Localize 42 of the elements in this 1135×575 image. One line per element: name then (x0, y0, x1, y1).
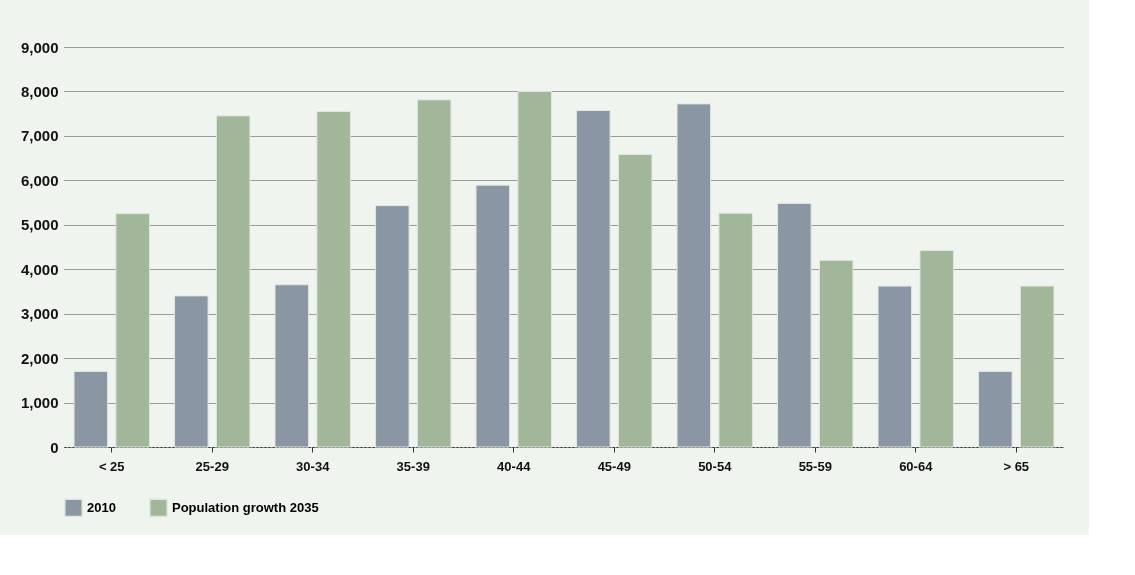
legend-label: 2010 (87, 499, 116, 515)
x-tick-label: 60-64 (899, 458, 934, 474)
bar (576, 110, 611, 448)
y-tick-label: 4,000 (20, 260, 59, 278)
bar (818, 259, 854, 448)
y-tick-label: 3,000 (20, 305, 59, 323)
bar (375, 205, 410, 448)
bar (475, 184, 511, 448)
x-tick-label: < 25 (98, 458, 125, 474)
bar (316, 110, 351, 448)
x-tick-label: 30-34 (296, 458, 331, 474)
x-tick-label: 35-39 (396, 458, 430, 474)
y-tick-label: 5,000 (20, 216, 59, 234)
bar (877, 285, 913, 448)
bar (517, 90, 552, 448)
bar (215, 115, 251, 448)
x-tick-label: > 65 (1003, 458, 1030, 474)
legend-label: Population growth 2035 (172, 499, 319, 515)
bar (174, 295, 209, 448)
x-tick-label: 40-44 (497, 458, 532, 474)
y-tick-label: 0 (50, 438, 59, 456)
x-tick-label: 45-49 (597, 458, 631, 474)
bar (718, 212, 753, 448)
bar (777, 202, 812, 448)
bar (919, 250, 954, 448)
y-tick-label: 2,000 (20, 349, 59, 367)
bar (617, 154, 653, 448)
y-tick-label: 6,000 (20, 171, 59, 189)
bar (73, 370, 109, 448)
bar (115, 213, 150, 448)
bar (416, 99, 452, 448)
bar (676, 103, 712, 448)
x-tick-label: 55-59 (798, 458, 832, 474)
bar (978, 370, 1013, 448)
y-tick-label: 9,000 (20, 38, 59, 56)
y-tick-label: 8,000 (20, 82, 59, 100)
bar (274, 284, 310, 448)
y-tick-label: 7,000 (20, 127, 59, 145)
x-tick-label: 50-54 (698, 458, 733, 474)
y-tick-label: 1,000 (20, 394, 59, 412)
bar (1019, 285, 1055, 448)
x-tick-label: 25-29 (195, 458, 229, 474)
